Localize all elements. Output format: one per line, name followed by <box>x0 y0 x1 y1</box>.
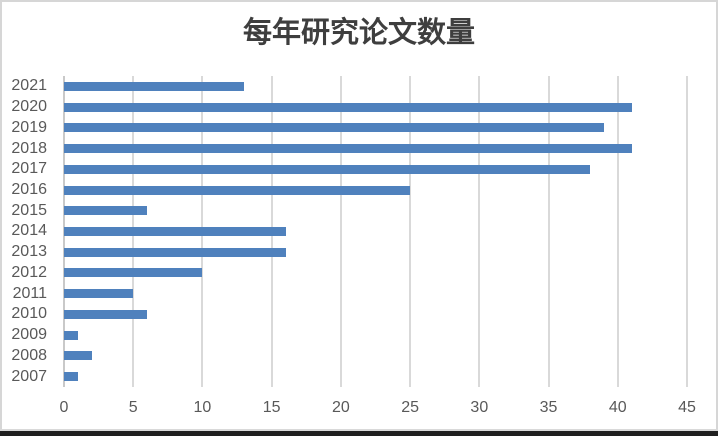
gridline-40 <box>616 76 619 387</box>
x-axis-label-15: 15 <box>262 399 281 416</box>
bar-2008[interactable] <box>64 351 92 361</box>
gridline-30 <box>478 76 481 387</box>
gridline-45 <box>686 76 688 387</box>
y-axis-label-2011: 2011 <box>12 284 47 302</box>
bar-2015[interactable] <box>64 206 148 216</box>
bar-2012[interactable] <box>64 268 203 278</box>
bar-2019[interactable] <box>64 123 604 133</box>
y-axis-label-2013: 2013 <box>11 243 47 261</box>
y-axis-label-2018: 2018 <box>11 139 47 157</box>
window-border-top <box>0 0 718 2</box>
y-axis-label-2021: 2021 <box>11 77 47 95</box>
x-axis-label-20: 20 <box>331 399 350 416</box>
x-axis-label-45: 45 <box>678 399 696 416</box>
gridline-20 <box>339 76 342 387</box>
x-axis-label-10: 10 <box>193 399 212 416</box>
bar-2013[interactable] <box>64 247 286 257</box>
x-axis-label-35: 35 <box>539 399 558 416</box>
gridline-35 <box>547 76 550 387</box>
gridline-25 <box>409 76 412 387</box>
bar-2018[interactable] <box>64 144 632 154</box>
y-axis-label-2010: 2010 <box>11 305 47 323</box>
y-axis-label-2014: 2014 <box>11 222 47 240</box>
x-axis-label-25: 25 <box>401 399 419 416</box>
x-axis-label-30: 30 <box>470 399 489 416</box>
y-axis-label-2007: 2007 <box>11 367 47 385</box>
window-border-right <box>716 0 718 429</box>
bar-2021[interactable] <box>64 81 244 91</box>
bottom-hairline <box>0 429 718 431</box>
x-axis-label-5: 5 <box>128 399 138 416</box>
bar-2016[interactable] <box>64 185 411 195</box>
window-border-left <box>0 0 2 429</box>
bar-2010[interactable] <box>64 309 148 319</box>
y-axis-label-2012: 2012 <box>11 263 47 281</box>
y-axis-label-2015: 2015 <box>11 201 47 219</box>
x-axis-label-40: 40 <box>608 399 627 416</box>
y-axis-label-2019: 2019 <box>11 118 47 136</box>
plot-area <box>63 76 688 387</box>
bottom-black-bar <box>0 431 718 436</box>
y-axis-label-2016: 2016 <box>11 181 47 199</box>
bar-2011[interactable] <box>64 289 134 299</box>
x-axis-label-0: 0 <box>59 399 69 416</box>
y-axis-label-2020: 2020 <box>11 98 47 116</box>
bar-2009[interactable] <box>64 330 78 340</box>
y-axis-label-2017: 2017 <box>11 160 47 178</box>
bar-2020[interactable] <box>64 102 632 112</box>
chart-title: 每年研究论文数量 <box>242 15 475 49</box>
y-axis-label-2008: 2008 <box>11 346 47 364</box>
bar-2007[interactable] <box>64 372 78 382</box>
bar-2017[interactable] <box>64 164 591 174</box>
bar-2014[interactable] <box>64 227 286 236</box>
y-axis-label-2009: 2009 <box>11 326 47 344</box>
